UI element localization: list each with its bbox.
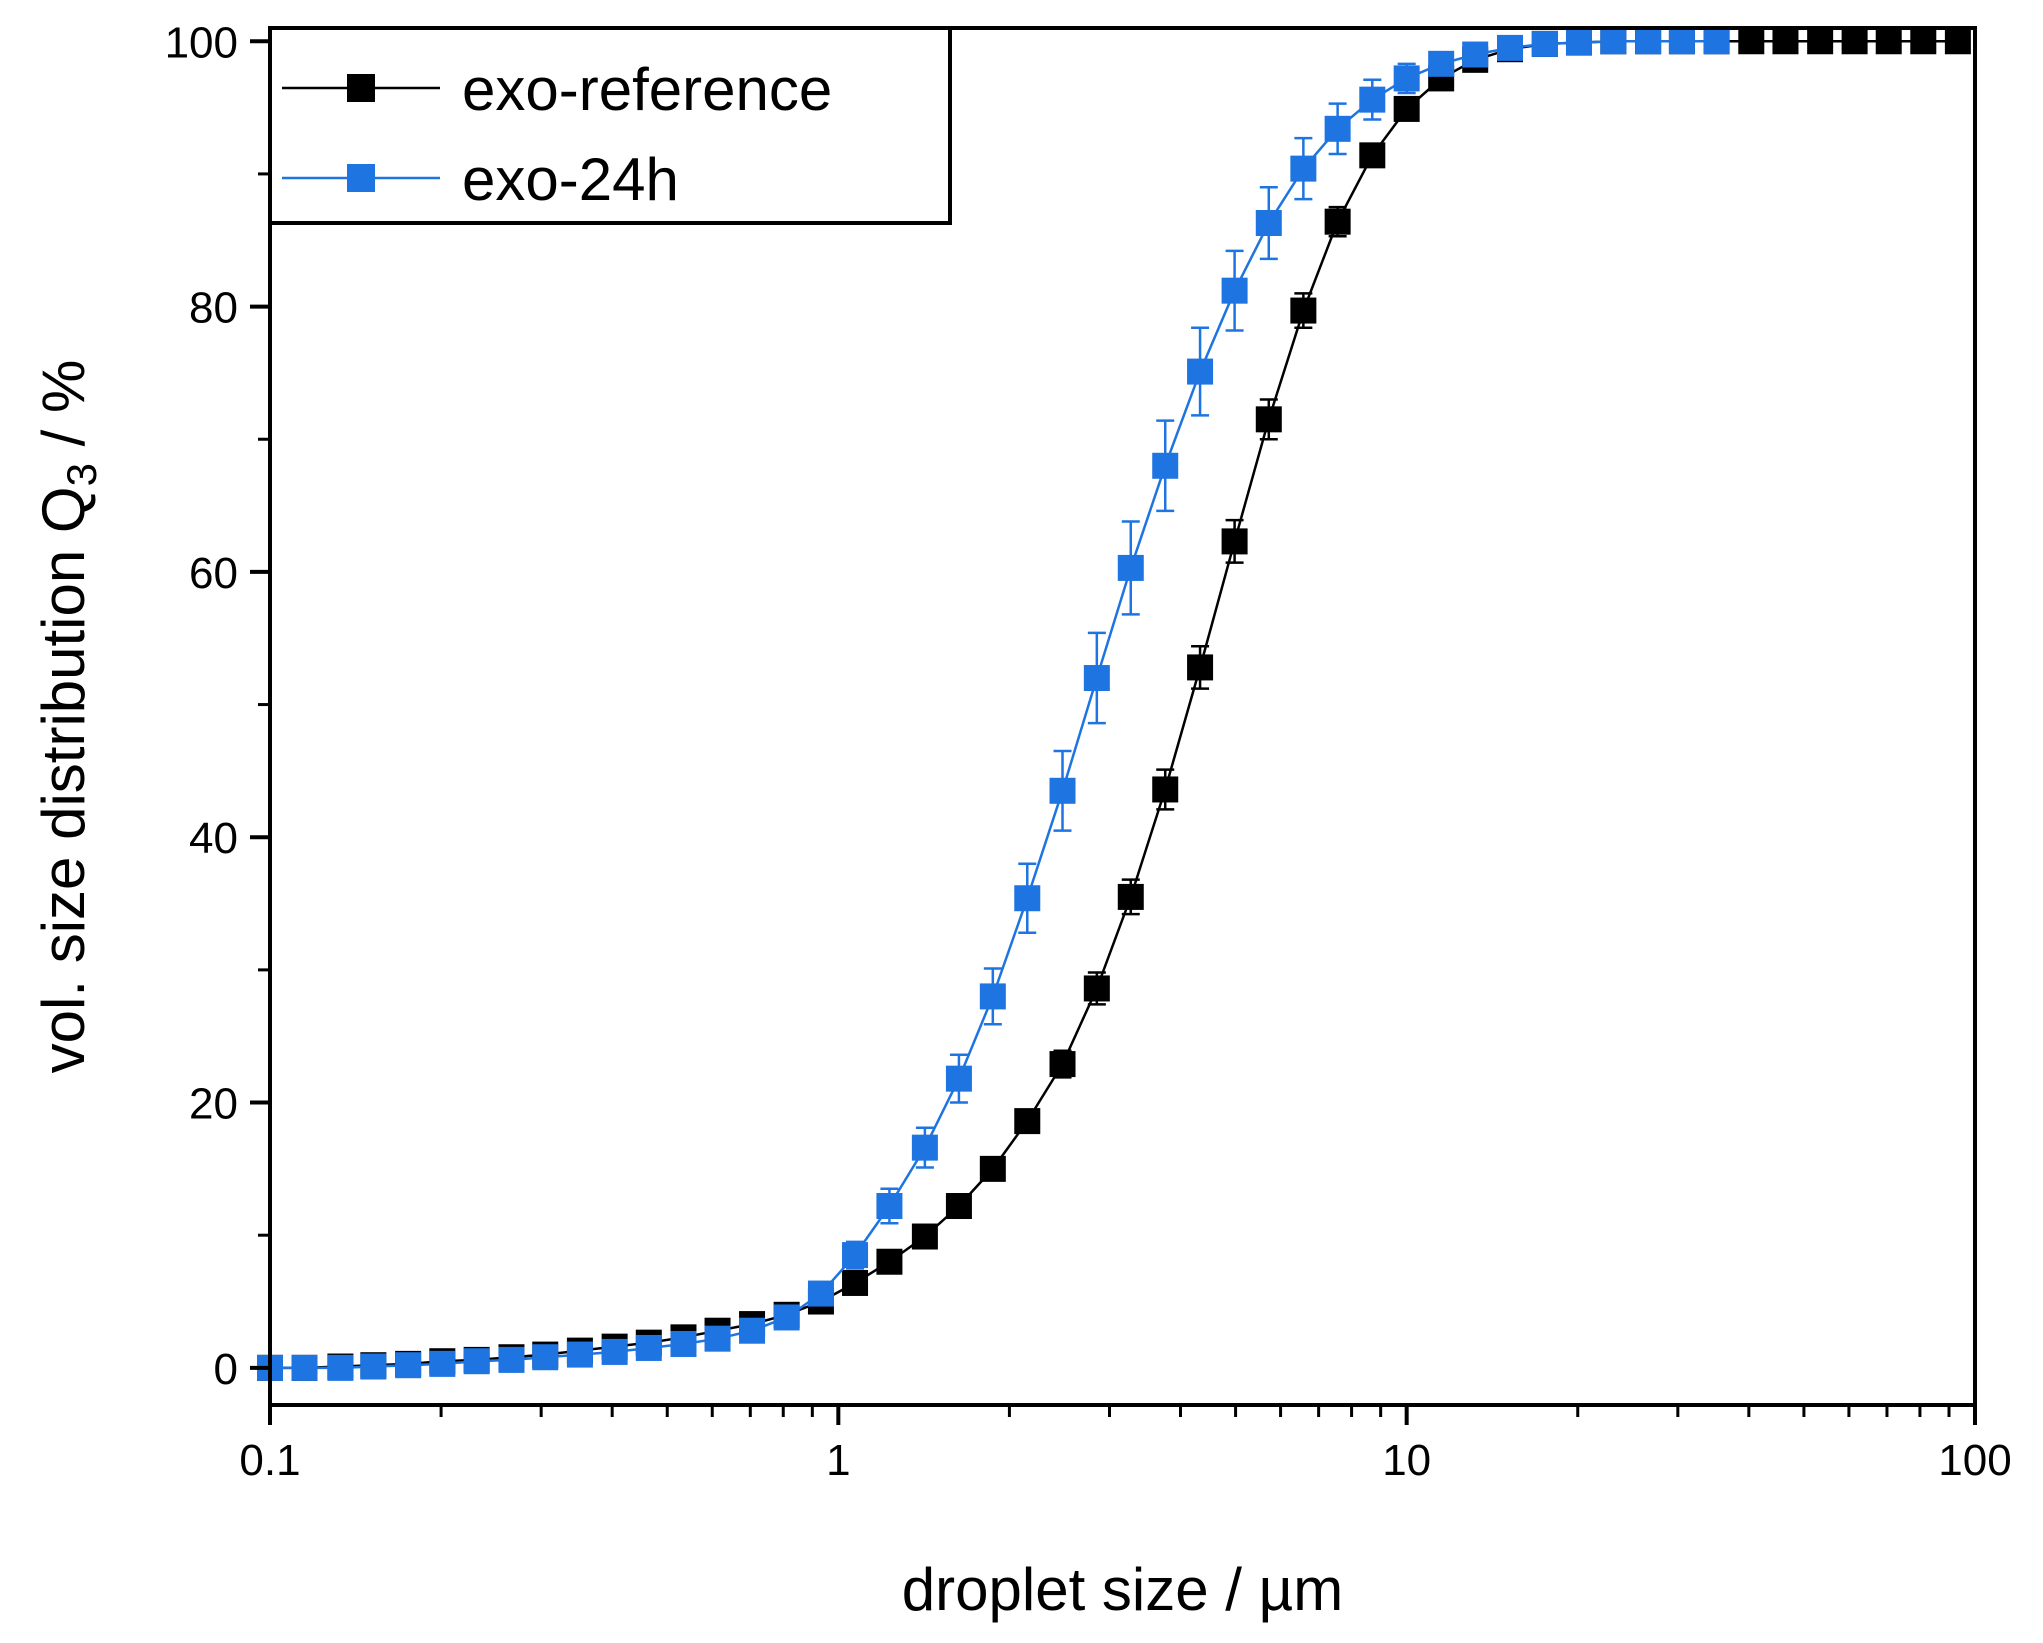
- data-point: [601, 1338, 628, 1365]
- data-point: [429, 1350, 456, 1377]
- data-point: [979, 983, 1006, 1010]
- y-tick-label: 20: [189, 1080, 238, 1129]
- y-axis-title: vol. size distribution Q3 / %: [30, 360, 105, 1074]
- y-tick-label: 40: [189, 814, 238, 863]
- data-point: [807, 1280, 834, 1307]
- legend-label: exo-reference: [462, 56, 832, 123]
- x-tick-label: 10: [1382, 1436, 1431, 1485]
- tick-layer: 0.1 1 10 100 0 20 40 60 80 100: [165, 18, 2012, 1485]
- data-point: [842, 1242, 869, 1269]
- data-point: [1083, 665, 1110, 692]
- x-tick-label: 1: [826, 1436, 850, 1485]
- data-point: [911, 1223, 938, 1250]
- data-point: [1531, 30, 1558, 57]
- data-point: [1117, 883, 1144, 910]
- data-point: [463, 1348, 490, 1375]
- data-point: [1910, 28, 1937, 55]
- data-point: [1290, 297, 1317, 324]
- data-point: [498, 1346, 525, 1373]
- data-point: [566, 1341, 593, 1368]
- data-point: [1152, 776, 1179, 803]
- legend-box: [268, 26, 952, 225]
- legend-marker: [347, 164, 375, 192]
- data-series-layer: [257, 28, 1971, 1381]
- data-point: [1668, 28, 1695, 55]
- data-point: [911, 1134, 938, 1161]
- data-point: [1187, 654, 1214, 681]
- data-point: [1428, 50, 1455, 77]
- y-tick-label: 80: [189, 284, 238, 333]
- data-point: [1772, 28, 1799, 55]
- data-point: [1807, 28, 1834, 55]
- data-point: [1290, 155, 1317, 182]
- data-point: [1359, 142, 1386, 169]
- data-point: [395, 1352, 422, 1379]
- data-point: [1049, 1051, 1076, 1078]
- axes-layer: [268, 26, 1977, 1407]
- data-point: [635, 1334, 662, 1361]
- x-axis-title: droplet size / µm: [902, 1556, 1343, 1623]
- legend: exo-reference exo-24h: [268, 26, 952, 225]
- data-point: [1014, 1108, 1041, 1135]
- data-point: [1393, 65, 1420, 92]
- x-tick-label: 100: [1938, 1436, 2011, 1485]
- y-tick-label: 0: [214, 1345, 238, 1394]
- data-point: [1014, 885, 1041, 912]
- data-point: [1497, 34, 1524, 61]
- data-point: [1738, 28, 1765, 55]
- data-point: [876, 1248, 903, 1275]
- legend-marker: [347, 74, 375, 102]
- data-point: [1083, 975, 1110, 1002]
- data-point: [1221, 277, 1248, 304]
- data-point: [1565, 29, 1592, 56]
- data-point: [1221, 528, 1248, 555]
- data-point: [1117, 554, 1144, 581]
- data-point: [532, 1344, 559, 1371]
- data-point: [1875, 28, 1902, 55]
- x-tick-label: 0.1: [239, 1436, 300, 1485]
- y-axis-title-tail: / %: [30, 360, 97, 463]
- data-point: [360, 1353, 387, 1380]
- data-point: [1393, 95, 1420, 122]
- data-point: [1359, 86, 1386, 113]
- data-point: [1324, 115, 1351, 142]
- series-line-exo-reference: [270, 40, 1958, 1370]
- data-point: [1152, 452, 1179, 479]
- data-point: [945, 1065, 972, 1092]
- data-point: [1324, 208, 1351, 235]
- series-exo-reference: [257, 28, 1971, 1381]
- plot-frame: [268, 26, 1977, 1407]
- data-point: [1841, 28, 1868, 55]
- data-point: [1600, 28, 1627, 55]
- data-point: [1049, 777, 1076, 804]
- y-tick-label: 60: [189, 549, 238, 598]
- data-point: [291, 1354, 318, 1381]
- data-point: [842, 1269, 869, 1296]
- data-point: [1187, 358, 1214, 385]
- data-point: [1635, 28, 1662, 55]
- y-axis-title-subscript: 3: [58, 463, 105, 486]
- data-point: [670, 1330, 697, 1357]
- legend-label: exo-24h: [462, 146, 679, 213]
- data-point: [773, 1304, 800, 1331]
- data-point: [876, 1193, 903, 1220]
- data-point: [1703, 28, 1730, 55]
- y-tick-label: 100: [165, 18, 238, 67]
- y-axis-title-main: vol. size distribution Q: [30, 486, 97, 1073]
- data-point: [739, 1317, 766, 1344]
- data-point: [327, 1354, 354, 1381]
- data-point: [979, 1155, 1006, 1182]
- data-point: [1255, 406, 1282, 433]
- data-point: [1462, 41, 1489, 68]
- data-point: [945, 1193, 972, 1220]
- data-point: [1944, 28, 1971, 55]
- data-point: [1255, 210, 1282, 237]
- data-point: [704, 1325, 731, 1352]
